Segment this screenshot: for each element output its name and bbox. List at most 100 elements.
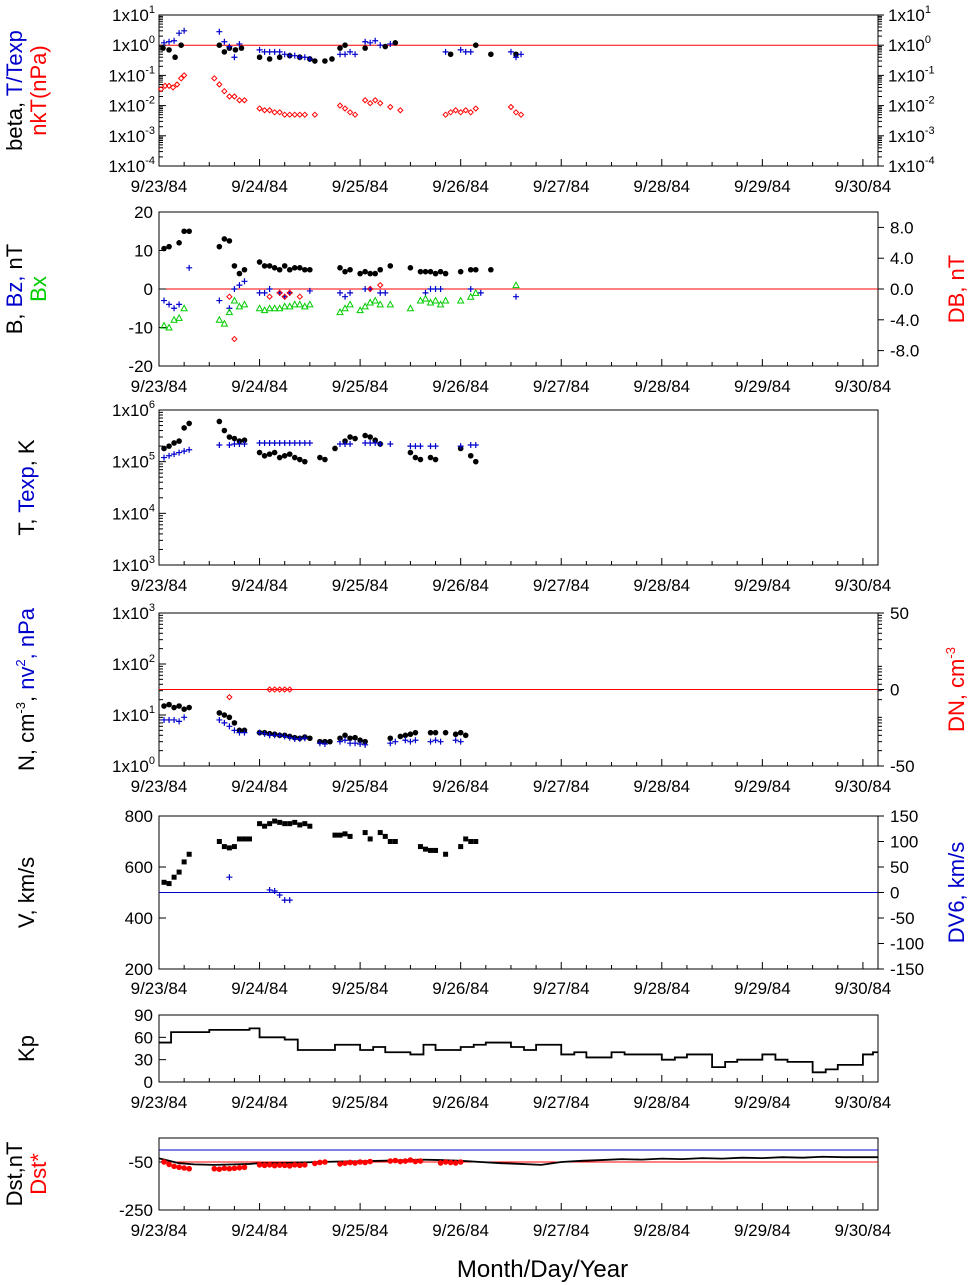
data-point bbox=[291, 439, 298, 446]
data-point bbox=[466, 292, 475, 300]
series-line bbox=[158, 1155, 878, 1166]
data-point bbox=[295, 300, 304, 308]
data-point bbox=[241, 97, 248, 104]
data-point bbox=[442, 1159, 449, 1165]
data-point bbox=[447, 109, 454, 116]
data-point bbox=[231, 286, 238, 292]
x-tick-label: 9/28/84 bbox=[633, 979, 690, 998]
data-point bbox=[392, 40, 399, 46]
data-point bbox=[387, 839, 393, 844]
y-tick-label: 0 bbox=[144, 1073, 153, 1092]
data-point bbox=[456, 296, 465, 304]
data-point bbox=[402, 737, 409, 744]
data-point bbox=[256, 439, 263, 446]
data-point bbox=[260, 306, 269, 314]
data-point bbox=[216, 418, 223, 425]
x-tick-label: 9/30/84 bbox=[835, 979, 892, 998]
data-point bbox=[230, 296, 239, 304]
data-point bbox=[462, 48, 469, 55]
right-y-tick-label: 1x10-1 bbox=[888, 64, 935, 85]
data-point bbox=[322, 1159, 328, 1165]
data-point bbox=[467, 442, 474, 449]
data-point bbox=[291, 52, 298, 59]
y-tick-label: 60 bbox=[134, 1028, 153, 1047]
data-point bbox=[311, 111, 319, 118]
data-point bbox=[186, 1165, 192, 1172]
data-point bbox=[462, 107, 469, 114]
data-point bbox=[221, 87, 228, 95]
x-tick-label: 9/25/84 bbox=[332, 777, 389, 796]
data-point bbox=[392, 1157, 399, 1164]
data-point bbox=[231, 1165, 238, 1172]
data-point bbox=[473, 839, 479, 844]
data-point bbox=[281, 293, 288, 300]
data-point bbox=[281, 111, 288, 118]
right-y-axis-title: DB, nT bbox=[944, 255, 969, 323]
x-tick-label: 9/29/84 bbox=[734, 1221, 791, 1240]
y-tick-label: 20 bbox=[134, 203, 153, 222]
y-tick-label: 1x10-4 bbox=[108, 155, 155, 176]
data-point bbox=[347, 735, 353, 742]
data-point bbox=[362, 38, 369, 45]
series bbox=[161, 27, 525, 62]
data-point bbox=[372, 37, 379, 44]
data-point bbox=[387, 103, 394, 111]
data-point bbox=[266, 286, 273, 292]
data-point bbox=[176, 449, 183, 456]
data-point bbox=[170, 315, 178, 323]
data-point bbox=[346, 109, 354, 116]
data-point bbox=[336, 308, 344, 316]
data-point bbox=[281, 686, 288, 693]
x-tick-label: 9/26/84 bbox=[432, 1221, 489, 1240]
data-point bbox=[165, 323, 173, 331]
x-axis-title: Month/Day/Year bbox=[457, 1256, 628, 1283]
data-point bbox=[437, 286, 444, 292]
data-point bbox=[266, 293, 273, 300]
data-point bbox=[181, 448, 188, 455]
data-point bbox=[281, 439, 288, 446]
data-point bbox=[181, 27, 188, 34]
data-point bbox=[221, 38, 228, 45]
y-tick-label: 1x103 bbox=[112, 554, 155, 575]
data-point bbox=[361, 97, 369, 104]
data-point bbox=[377, 266, 384, 273]
data-point bbox=[241, 266, 248, 273]
x-tick-label: 9/28/84 bbox=[633, 777, 690, 796]
data-point bbox=[306, 439, 313, 446]
x-tick-label: 9/23/84 bbox=[131, 576, 188, 595]
data-point bbox=[176, 703, 182, 709]
data-point bbox=[332, 832, 338, 838]
data-point bbox=[377, 100, 384, 107]
data-point bbox=[286, 439, 293, 446]
data-point bbox=[428, 847, 434, 853]
data-point bbox=[407, 738, 414, 745]
data-point bbox=[236, 40, 243, 47]
data-point bbox=[286, 734, 293, 741]
data-point bbox=[171, 874, 177, 880]
data-point bbox=[266, 439, 273, 446]
data-point bbox=[176, 438, 182, 444]
data-point bbox=[226, 1165, 233, 1172]
x-tick-label: 9/27/84 bbox=[533, 777, 590, 796]
series bbox=[157, 72, 525, 118]
data-point bbox=[256, 54, 263, 61]
data-point bbox=[367, 836, 373, 842]
data-point bbox=[372, 270, 379, 277]
data-point bbox=[186, 851, 192, 857]
right-y-axis-title: DN, cm-3 bbox=[943, 647, 969, 732]
data-point bbox=[236, 97, 243, 104]
data-point bbox=[472, 105, 479, 112]
series bbox=[161, 1157, 464, 1172]
data-point bbox=[336, 102, 344, 109]
data-point bbox=[226, 845, 232, 851]
data-point bbox=[241, 836, 247, 842]
data-point bbox=[161, 703, 167, 709]
data-point bbox=[442, 111, 449, 118]
data-point bbox=[296, 265, 303, 271]
data-point bbox=[371, 296, 380, 304]
data-point bbox=[443, 851, 449, 857]
data-point bbox=[407, 449, 414, 456]
data-point bbox=[471, 288, 480, 296]
data-point bbox=[362, 439, 369, 446]
data-point bbox=[172, 54, 178, 61]
